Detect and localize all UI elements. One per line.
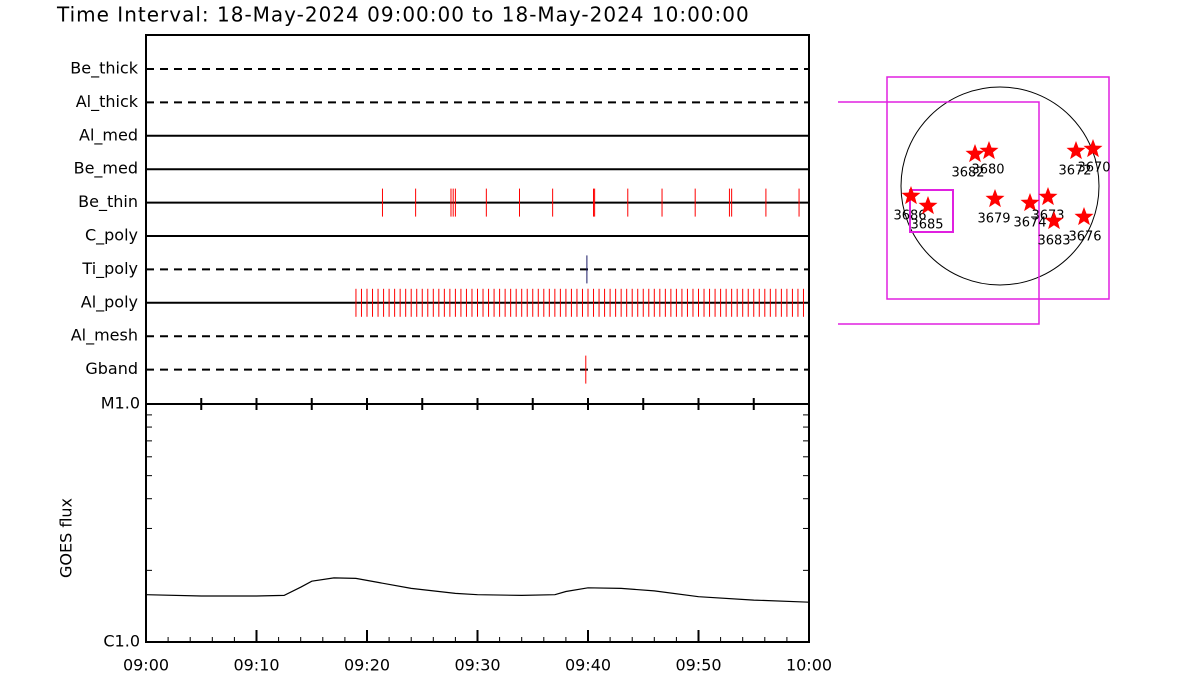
region-label: 3685: [910, 218, 943, 233]
filter-label: Al_med: [79, 125, 138, 145]
region-star: [1038, 187, 1058, 206]
region-label: 3672: [1058, 164, 1091, 179]
region-star: [901, 186, 921, 205]
region-star: [1020, 193, 1040, 212]
chart-title: Time Interval: 18-May-2024 09:00:00 to 1…: [56, 3, 750, 27]
filter-label: Al_mesh: [71, 326, 138, 346]
region-star: [1074, 207, 1094, 226]
region-star: [918, 196, 938, 215]
region-star: [1044, 211, 1064, 230]
timeline-frame: [145, 34, 810, 405]
x-tick-label: 09:50: [675, 656, 721, 675]
filter-label: Be_thick: [70, 59, 138, 79]
x-tick-label: 09:10: [233, 656, 279, 675]
filter-label: Gband: [85, 359, 138, 378]
region-star: [979, 141, 999, 160]
fov-box: [886, 76, 1110, 300]
region-label: 3670: [1077, 161, 1110, 176]
filter-label: Al_thick: [76, 92, 139, 112]
fov-box: [909, 189, 954, 233]
x-tick-label: 09:40: [565, 656, 611, 675]
region-label: 3683: [1037, 234, 1070, 249]
goes-curve: [145, 577, 810, 603]
fov-box: [838, 101, 1040, 325]
region-star: [965, 144, 985, 163]
region-star: [985, 189, 1005, 208]
filter-label: C_poly: [85, 226, 138, 246]
filter-label: Ti_poly: [81, 259, 138, 279]
region-label: 3674: [1013, 216, 1046, 231]
goes-frame: [145, 403, 810, 643]
y-tick-label: M1.0: [101, 394, 140, 413]
y-tick-label: C1.0: [103, 632, 140, 651]
region-label: 3673: [1031, 209, 1064, 224]
x-tick-label: 09:20: [344, 656, 390, 675]
filter-label: Al_poly: [81, 292, 138, 312]
region-label: 3680: [971, 163, 1004, 178]
x-tick-label: 10:00: [786, 656, 832, 675]
sun-map: [838, 76, 1110, 325]
region-label: 3686: [893, 209, 926, 224]
region-label: 3682: [951, 166, 984, 181]
y-axis-label: GOES flux: [57, 498, 76, 578]
region-label: 3676: [1068, 230, 1101, 245]
filter-label: Be_thin: [78, 192, 138, 212]
region-star: [1066, 141, 1086, 160]
solar-limb: [900, 86, 1100, 286]
x-tick-label: 09:30: [454, 656, 500, 675]
region-star: [1083, 139, 1103, 158]
filter-label: Be_med: [74, 159, 138, 179]
region-label: 3679: [977, 212, 1010, 227]
x-tick-label: 09:00: [123, 656, 169, 675]
